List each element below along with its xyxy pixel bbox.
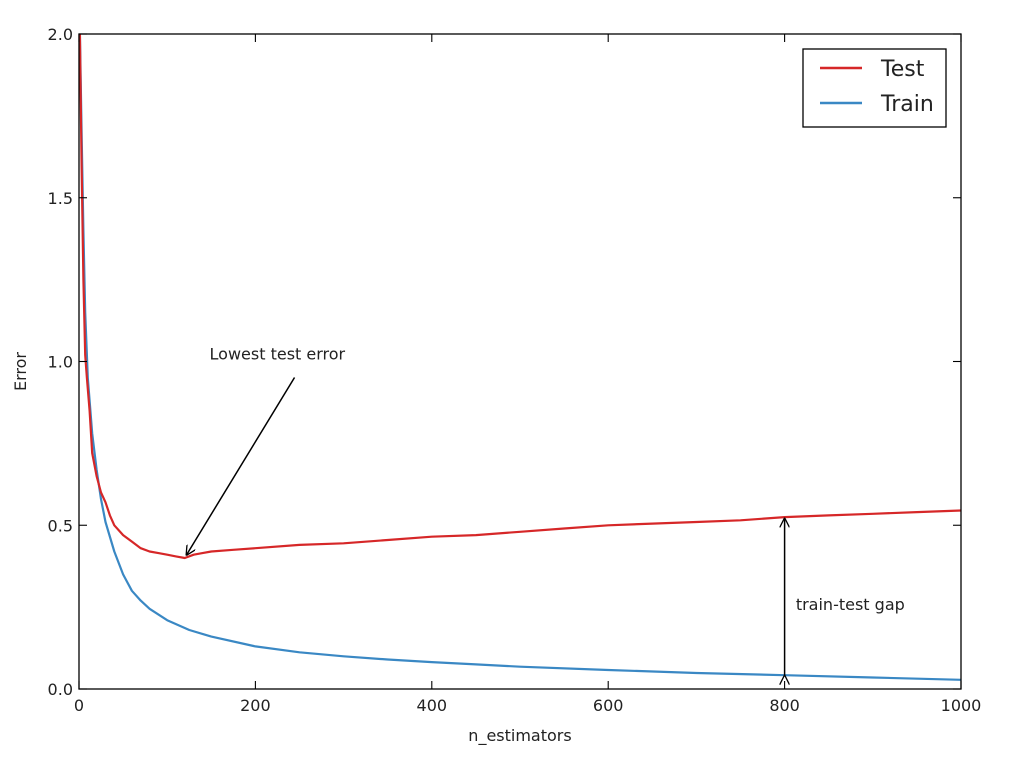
legend: Test Train	[802, 48, 947, 128]
legend-label-train: Train	[880, 92, 934, 117]
y-tick-label: 0.0	[48, 680, 73, 699]
y-axis-label: Error	[11, 352, 30, 391]
min-error-arrow	[187, 377, 296, 555]
x-tick-label: 400	[417, 696, 448, 715]
annotation-label: Lowest test error	[210, 345, 346, 364]
x-tick-label: 800	[769, 696, 800, 715]
axis-ticks: 0 200 400 600 800 1000 0.0 0.5 1.0 1.5 2.0	[48, 25, 982, 715]
x-tick-label: 600	[593, 696, 624, 715]
y-tick-label: 2.0	[48, 25, 73, 44]
x-tick-label: 1000	[941, 696, 982, 715]
y-tick-label: 1.5	[48, 189, 73, 208]
annotations: Lowest test error train-test gap	[187, 345, 905, 676]
x-tick-label: 0	[74, 696, 84, 715]
legend-label-test: Test	[880, 57, 925, 82]
legend-box	[802, 48, 947, 128]
annotation-label: train-test gap	[796, 595, 905, 614]
x-tick-label: 200	[240, 696, 271, 715]
y-tick-label: 1.0	[48, 353, 73, 372]
y-tick-label: 0.5	[48, 516, 73, 535]
x-axis-label: n_estimators	[468, 726, 571, 746]
